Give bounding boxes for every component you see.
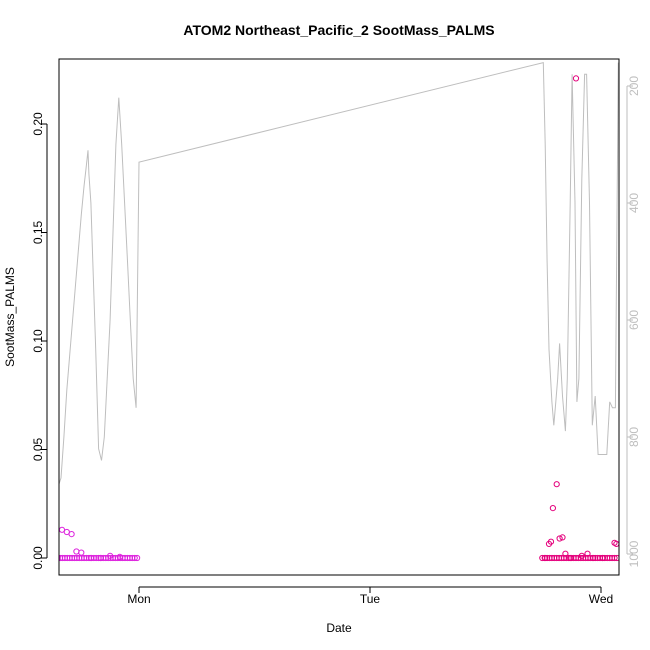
- data-point: [53, 555, 58, 560]
- data-point: [14, 555, 19, 560]
- data-point: [0, 555, 5, 560]
- y-axis-right: 200 400 600 800 1000: [626, 76, 641, 567]
- data-point: [17, 555, 22, 560]
- y-right-tick-label: 1000: [627, 540, 641, 567]
- y-tick-label: 0.15: [31, 220, 45, 244]
- y-axis-left: 0.00 0.05 0.10 0.15 0.20: [31, 112, 48, 570]
- data-point: [19, 555, 24, 560]
- plot-frame: [58, 58, 620, 576]
- data-point: [572, 75, 580, 82]
- data-point: [613, 540, 619, 547]
- data-point: [613, 554, 619, 562]
- data-point: [9, 555, 14, 560]
- data-point: [7, 555, 12, 560]
- data-point: [131, 554, 138, 562]
- data-point: [599, 554, 607, 562]
- data-point: [584, 550, 591, 557]
- y-tick-label: 0.10: [31, 329, 45, 353]
- y-tick-label: 0.20: [31, 112, 45, 136]
- y-tick-label: 0.05: [31, 437, 45, 461]
- data-point: [48, 555, 53, 560]
- data-point: [50, 555, 55, 560]
- data-point: [107, 552, 114, 559]
- y-right-tick-label: 200: [627, 76, 641, 96]
- x-axis: Mon Tue Wed: [127, 586, 613, 606]
- data-point: [578, 552, 585, 559]
- x-tick-label: Wed: [589, 592, 613, 606]
- data-point: [7, 552, 12, 557]
- y-right-tick-label: 800: [627, 427, 641, 447]
- data-point: [562, 550, 569, 557]
- y-right-tick-label: 400: [627, 193, 641, 213]
- x-axis-label: Date: [326, 621, 352, 635]
- y-tick-label: 0.00: [31, 546, 45, 570]
- data-point: [87, 554, 95, 562]
- data-point: [611, 554, 618, 562]
- data-point: [559, 534, 566, 541]
- x-tick-label: Mon: [127, 592, 150, 606]
- plot-area: [0, 58, 620, 576]
- data-point: [134, 554, 141, 562]
- data-point: [68, 531, 75, 538]
- chart-title: ATOM2 Northeast_Pacific_2 SootMass_PALMS: [183, 22, 494, 38]
- data-point: [5, 555, 10, 560]
- data-point: [567, 554, 574, 562]
- data-point: [542, 554, 549, 562]
- x-tick-label: Tue: [360, 592, 381, 606]
- data-point: [21, 555, 26, 560]
- data-point: [556, 535, 563, 542]
- data-point: [2, 555, 7, 560]
- data-point: [73, 548, 80, 555]
- data-point: [2, 539, 7, 544]
- data-point: [590, 554, 597, 562]
- data-point: [97, 554, 104, 562]
- data-point: [12, 555, 17, 560]
- pressure-series-line: [59, 61, 619, 486]
- y-axis-label: SootMass_PALMS: [3, 267, 17, 367]
- data-point: [553, 481, 560, 488]
- data-point: [24, 555, 29, 560]
- data-point: [78, 549, 85, 556]
- data-points-layer: [0, 75, 619, 562]
- data-point: [50, 545, 55, 550]
- data-point: [547, 538, 555, 545]
- data-point: [116, 553, 123, 561]
- data-point: [16, 544, 21, 549]
- y-right-tick-label: 600: [627, 310, 641, 330]
- data-point: [549, 505, 557, 512]
- pressure-line-layer: [59, 61, 619, 486]
